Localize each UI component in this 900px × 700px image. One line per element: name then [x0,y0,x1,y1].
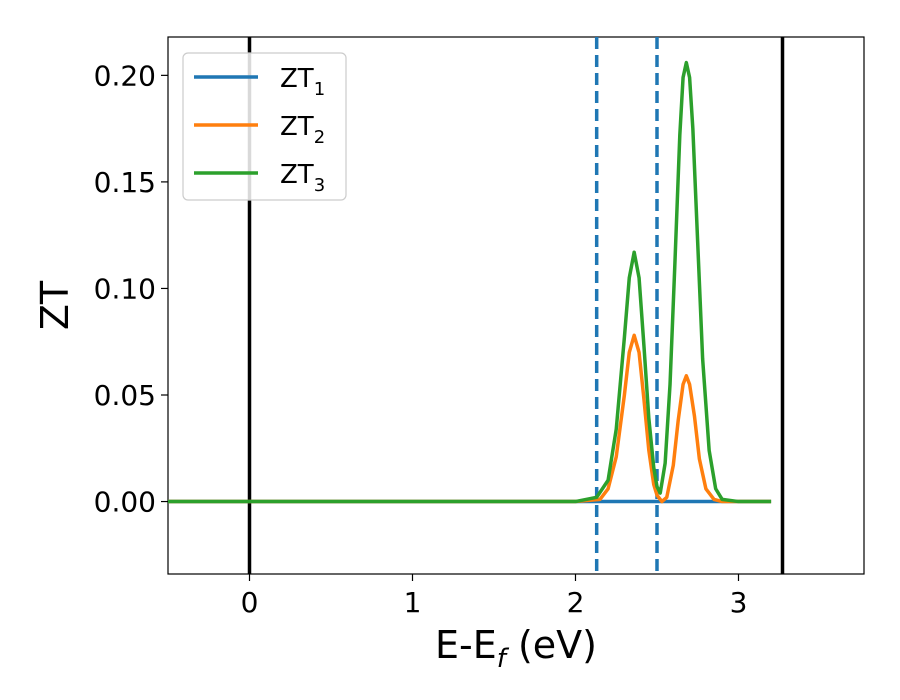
y-axis-label: ZT [33,280,77,330]
x-tick-label: 2 [567,586,585,619]
series-line-zt2 [168,333,772,504]
x-axis-ticks: 0 1 2 3 [241,574,748,619]
series-line-zt3 [168,60,772,504]
legend-box [182,52,347,201]
y-tick-label: 0.00 [94,486,156,519]
legend: ZT1 ZT2 ZT3 [182,52,347,201]
legend-label: ZT2 [280,112,325,148]
y-tick-label: 0.15 [94,166,156,199]
y-tick-label: 0.10 [94,272,156,305]
y-axis-ticks: 0.00 0.05 0.10 0.15 0.20 [94,59,168,519]
series-lines [168,60,772,504]
x-tick-label: 0 [241,586,259,619]
legend-label: ZT1 [280,64,325,100]
y-tick-label: 0.05 [94,379,156,412]
x-tick-label: 3 [730,586,748,619]
legend-label: ZT3 [280,160,325,196]
plot-frame [167,36,865,575]
x-tick-label: 1 [404,586,422,619]
x-axis-label: E-Ef (eV) [435,623,597,674]
y-tick-label: 0.20 [94,59,156,92]
